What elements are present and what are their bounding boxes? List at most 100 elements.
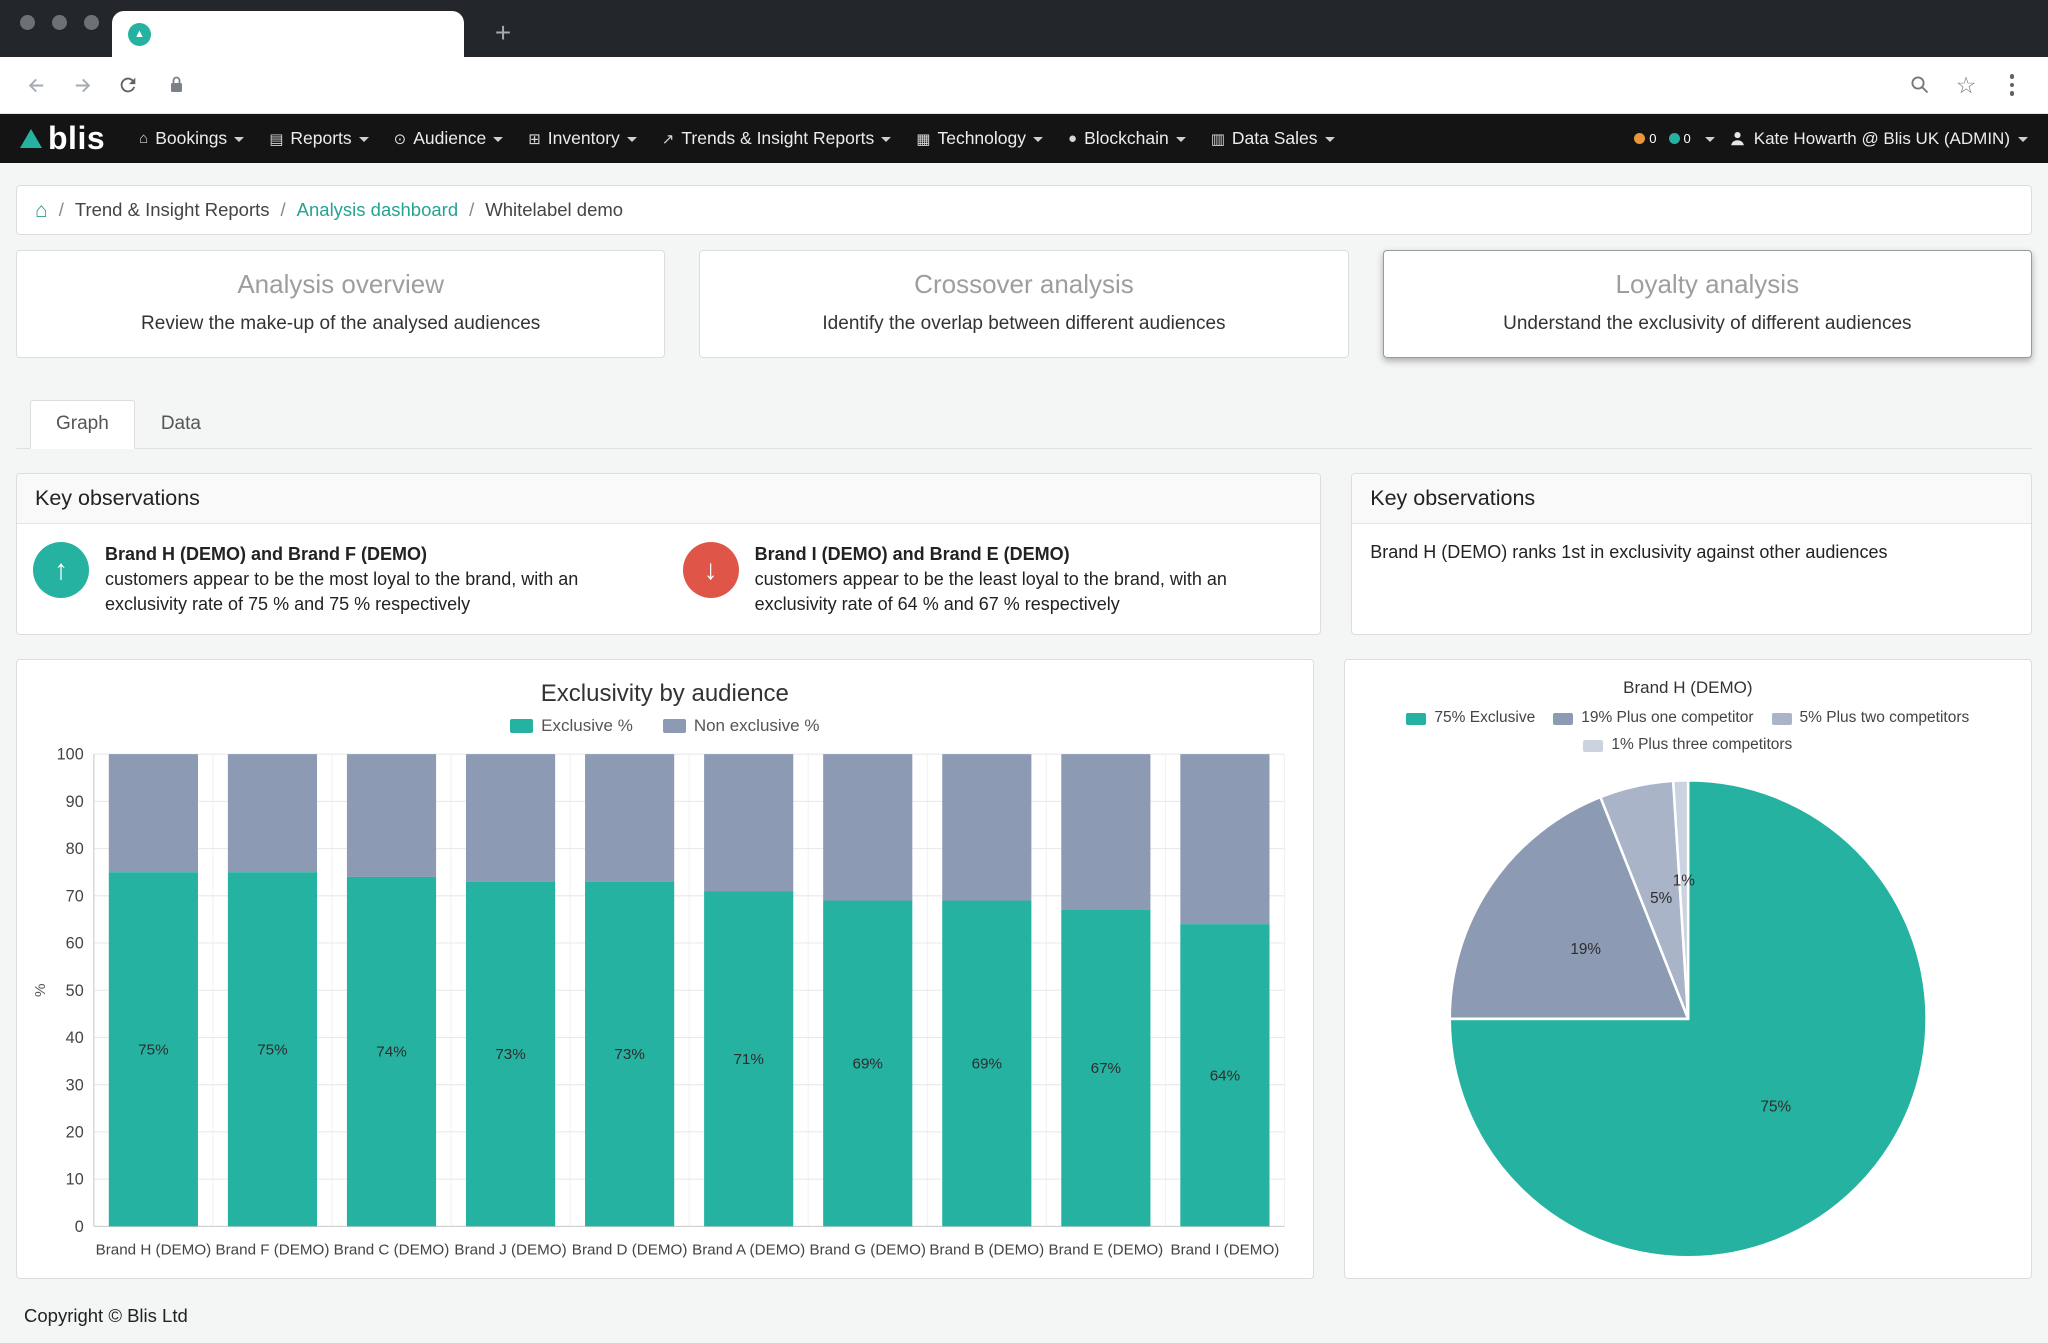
brand-name: blis <box>48 120 105 157</box>
breadcrumb: ⌂ / Trend & Insight Reports / Analysis d… <box>16 185 2032 235</box>
browser-menu-button[interactable] <box>1992 65 2032 105</box>
legend-swatch <box>1406 713 1426 725</box>
legend-item[interactable]: 5% Plus two competitors <box>1772 706 1970 731</box>
legend-item[interactable]: 75% Exclusive <box>1406 706 1535 731</box>
breadcrumb-separator: / <box>469 199 474 221</box>
y-tick-label: 40 <box>66 1030 84 1048</box>
observations-body: ↑ Brand H (DEMO) and Brand F (DEMO) cust… <box>17 524 1320 634</box>
tab-data[interactable]: Data <box>135 400 227 448</box>
lock-icon <box>168 75 185 95</box>
notification-badge[interactable]: 0 <box>1634 131 1656 146</box>
refresh-button[interactable] <box>108 65 148 105</box>
legend-item[interactable]: 19% Plus one competitor <box>1553 706 1753 731</box>
nav-item-technology[interactable]: ▦Technology <box>916 128 1043 149</box>
legend-swatch <box>1583 740 1603 752</box>
breadcrumb-item-trend-insight-reports[interactable]: Trend & Insight Reports <box>75 199 270 221</box>
new-tab-button[interactable]: + <box>486 16 520 50</box>
magnifier-icon <box>1909 74 1931 96</box>
bar-chart-icon: ▤ <box>269 130 283 148</box>
nav-item-inventory[interactable]: ⊞Inventory <box>528 128 637 149</box>
nav-item-reports[interactable]: ▤Reports <box>269 128 368 149</box>
nav-item-audience[interactable]: ⊙Audience <box>394 128 504 149</box>
notification-badge[interactable]: 0 <box>1669 131 1691 146</box>
bar-non-exclusive[interactable] <box>1180 755 1269 925</box>
dot-icon: ● <box>1068 130 1077 147</box>
window-controls[interactable] <box>20 15 99 30</box>
bar-non-exclusive[interactable] <box>823 755 912 901</box>
legend-item[interactable]: Non exclusive % <box>663 716 820 736</box>
blis-favicon-icon: ▲ <box>128 23 151 46</box>
x-category-label: Brand F (DEMO) <box>215 1242 329 1259</box>
exclusivity-pie-chart: Brand H (DEMO) 75% Exclusive19% Plus one… <box>1344 659 2032 1278</box>
line-chart-icon: ↗ <box>662 130 675 148</box>
y-tick-label: 70 <box>66 888 84 906</box>
forward-button[interactable] <box>62 65 102 105</box>
bar-non-exclusive[interactable] <box>466 755 555 882</box>
bar-non-exclusive[interactable] <box>585 755 674 882</box>
bar-non-exclusive[interactable] <box>704 755 793 892</box>
x-category-label: Brand B (DEMO) <box>929 1242 1044 1259</box>
bar-value-label: 74% <box>376 1044 406 1061</box>
bar-non-exclusive[interactable] <box>109 755 198 873</box>
y-tick-label: 60 <box>66 935 84 953</box>
card-description: Understand the exclusivity of different … <box>1406 313 2009 335</box>
maximize-button[interactable] <box>84 15 99 30</box>
rank-observation-text: Brand H (DEMO) ranks 1st in exclusivity … <box>1352 524 2031 581</box>
badge-count: 0 <box>1684 131 1691 146</box>
legend-label: Non exclusive % <box>694 716 820 736</box>
nav-item-data-sales[interactable]: ▥Data Sales <box>1211 128 1335 149</box>
breadcrumb-item-current: Whitelabel demo <box>485 199 623 221</box>
chevron-down-icon <box>627 137 637 142</box>
tab-graph[interactable]: Graph <box>30 400 135 449</box>
card-loyalty-analysis[interactable]: Loyalty analysis Understand the exclusiv… <box>1383 250 2032 358</box>
legend-label: 75% Exclusive <box>1434 706 1535 731</box>
legend-item[interactable]: 1% Plus three competitors <box>1583 733 1792 758</box>
pie-legend: 75% Exclusive 19% Plus one competitor 5% P… <box>1357 706 2019 758</box>
panel-title: Key observations <box>17 474 1320 524</box>
key-observations-rank-panel: Key observations Brand H (DEMO) ranks 1s… <box>1351 473 2032 635</box>
nav-item-blockchain[interactable]: ●Blockchain <box>1068 128 1186 149</box>
chevron-down-icon <box>1176 137 1186 142</box>
chevron-down-icon <box>359 137 369 142</box>
kebab-menu-icon <box>2010 74 2015 96</box>
bar-non-exclusive[interactable] <box>228 755 317 873</box>
page-content: ⌂ / Trend & Insight Reports / Analysis d… <box>0 185 2048 1287</box>
card-crossover-analysis[interactable]: Crossover analysis Identify the overlap … <box>699 250 1348 358</box>
y-tick-label: 90 <box>66 793 84 811</box>
nav-item-trends-insight-reports[interactable]: ↗Trends & Insight Reports <box>662 128 892 149</box>
close-button[interactable] <box>20 15 35 30</box>
pie-chart-svg[interactable]: 75%19%5%1% <box>1357 760 2019 1272</box>
bar-non-exclusive[interactable] <box>942 755 1031 901</box>
chevron-down-icon[interactable] <box>1705 137 1715 142</box>
minimize-button[interactable] <box>52 15 67 30</box>
nav-item-bookings[interactable]: ⌂Bookings <box>139 128 244 149</box>
x-category-label: Brand A (DEMO) <box>692 1242 805 1259</box>
legend-item[interactable]: Exclusive % <box>510 716 633 736</box>
browser-toolbar: ☆ <box>0 57 2048 114</box>
target-icon: ⊙ <box>394 130 407 148</box>
user-menu[interactable]: Kate Howarth @ Blis UK (ADMIN) <box>1729 129 2028 149</box>
zoom-button[interactable] <box>1900 65 1940 105</box>
badge-dot-icon <box>1634 133 1645 144</box>
browser-tab[interactable]: ▲ <box>112 11 464 57</box>
notification-badges: 00 <box>1634 131 1690 146</box>
bar-non-exclusive[interactable] <box>347 755 436 878</box>
blis-logo-icon <box>20 129 42 148</box>
home-icon[interactable]: ⌂ <box>35 200 48 221</box>
exclusivity-bar-chart: Exclusivity by audience Exclusive %Non e… <box>16 659 1314 1278</box>
nav-item-label: Inventory <box>548 128 620 149</box>
bookmark-button[interactable]: ☆ <box>1946 65 1986 105</box>
main-navbar: blis ⌂Bookings ▤Reports ⊙Audience ⊞Inventor… <box>0 114 2048 163</box>
card-analysis-overview[interactable]: Analysis overview Review the make-up of … <box>16 250 665 358</box>
bar-chart-svg[interactable]: 0102030405060708090100%75%Brand H (DEMO)… <box>29 742 1301 1271</box>
blis-logo[interactable]: blis <box>20 120 105 157</box>
bar-non-exclusive[interactable] <box>1061 755 1150 911</box>
pie-data-label: 19% <box>1570 941 1601 958</box>
chevron-down-icon <box>1033 137 1043 142</box>
address-bar[interactable] <box>154 65 1894 105</box>
breadcrumb-item-analysis-dashboard[interactable]: Analysis dashboard <box>297 199 458 221</box>
y-tick-label: 0 <box>75 1218 84 1236</box>
observation-text: Brand H (DEMO) and Brand F (DEMO) custom… <box>105 542 655 616</box>
y-tick-label: 80 <box>66 841 84 859</box>
back-button[interactable] <box>16 65 56 105</box>
